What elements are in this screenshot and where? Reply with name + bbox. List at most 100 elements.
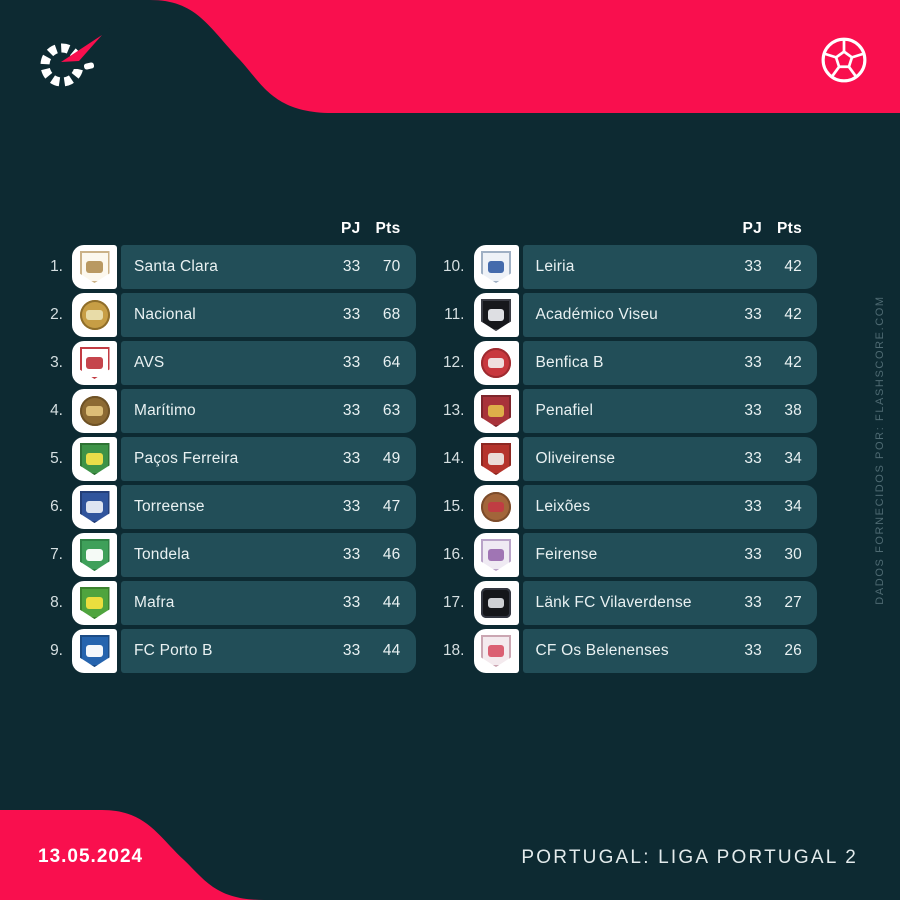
team-name: Leixões — [535, 498, 591, 515]
nacional-crest-icon — [79, 300, 110, 330]
date-label: 13.05.2024 — [38, 846, 144, 867]
team-name: Tondela — [134, 546, 190, 563]
data-provider-credit: DADOS FORNECIDOS POR: FLASHSCORE.COM — [874, 295, 886, 605]
team-pill: FC Porto B 33 44 — [121, 629, 416, 673]
position-label: 3. — [50, 354, 63, 371]
points: 34 — [784, 498, 802, 515]
bottom-banner-pink — [0, 810, 264, 900]
table-row: 17. Länk FC Vilaverdense 33 27 — [430, 581, 817, 625]
crest-badge — [72, 341, 117, 385]
points: 38 — [784, 402, 802, 419]
points: 63 — [382, 402, 401, 419]
mar-timo-crest-icon — [79, 396, 110, 426]
crest-badge — [72, 293, 117, 337]
points: 68 — [382, 306, 401, 323]
table-row: 11. Académico Viseu 33 42 — [430, 293, 817, 337]
position-label: 18. — [442, 642, 465, 659]
games-played: 33 — [744, 354, 762, 371]
column-header: PJ Pts — [430, 212, 818, 238]
table-row: 12. Benfica B 33 42 — [430, 341, 817, 385]
games-played: 33 — [342, 546, 361, 563]
table-row: 1. Santa Clara 33 70 — [28, 245, 416, 289]
team-pill: Torreense 33 47 — [121, 485, 416, 529]
team-pill: Nacional 33 68 — [121, 293, 416, 337]
team-pill: Mafra 33 44 — [121, 581, 416, 625]
rows-right: 10. Leiria 33 42 11. Académico Viseu 33 … — [430, 245, 817, 673]
team-name: Santa Clara — [134, 258, 219, 275]
games-played: 33 — [744, 498, 762, 515]
table-row: 15. Leixões 33 34 — [430, 485, 817, 529]
position-label: 10. — [442, 258, 465, 275]
games-played: 33 — [744, 258, 762, 275]
team-pill: Paços Ferreira 33 49 — [121, 437, 416, 481]
games-played: 33 — [342, 642, 361, 659]
flashscore-logo-icon — [40, 28, 110, 87]
games-played: 33 — [744, 306, 762, 323]
crest-badge — [473, 629, 519, 673]
team-name: Mafra — [134, 594, 175, 611]
games-played: 33 — [744, 642, 762, 659]
crest-badge — [473, 533, 519, 577]
top-banner — [0, 0, 900, 113]
position-label: 13. — [442, 402, 465, 419]
position-label: 2. — [50, 306, 63, 323]
team-pill: Benfica B 33 42 — [522, 341, 817, 385]
crest-badge — [473, 581, 519, 625]
crest-badge — [72, 581, 117, 625]
team-name: Penafiel — [535, 402, 594, 419]
points: 47 — [382, 498, 401, 515]
table-row: 5. Paços Ferreira 33 49 — [28, 437, 416, 481]
position-label: 11. — [444, 306, 465, 323]
games-played: 33 — [744, 594, 762, 611]
team-name: FC Porto B — [134, 642, 213, 659]
team-name: Oliveirense — [535, 450, 616, 467]
games-played: 33 — [744, 450, 762, 467]
position-label: 7. — [50, 546, 63, 563]
top-banner-curve — [0, 0, 332, 113]
team-pill: Leixões 33 34 — [522, 485, 817, 529]
team-pill: Académico Viseu 33 42 — [522, 293, 817, 337]
games-played: 33 — [342, 498, 361, 515]
points: 27 — [784, 594, 802, 611]
table-row: 16. Feirense 33 30 — [430, 533, 817, 577]
crest-badge — [72, 485, 117, 529]
points: 42 — [784, 354, 802, 371]
header-pts: Pts — [776, 220, 802, 237]
header-pts: Pts — [375, 220, 401, 237]
team-name: Leiria — [535, 258, 575, 275]
table-row: 3. AVS 33 64 — [28, 341, 416, 385]
table-row: 9. FC Porto B 33 44 — [28, 629, 416, 673]
team-name: Paços Ferreira — [134, 450, 239, 467]
position-label: 1. — [50, 258, 63, 275]
crest-badge — [72, 389, 117, 433]
team-name: CF Os Belenenses — [535, 642, 669, 659]
oliveirense-crest-icon — [481, 443, 511, 475]
games-played: 33 — [342, 450, 361, 467]
acad-mico-viseu-crest-icon — [481, 299, 511, 331]
team-pill: Feirense 33 30 — [522, 533, 817, 577]
tondela-crest-icon — [79, 539, 110, 571]
team-pill: Santa Clara 33 70 — [121, 245, 416, 289]
position-label: 6. — [50, 498, 63, 515]
points: 49 — [382, 450, 401, 467]
table-row: 4. Marítimo 33 63 — [28, 389, 416, 433]
team-name: Länk FC Vilaverdense — [535, 594, 692, 611]
avs-crest-icon — [79, 347, 110, 379]
crest-badge — [473, 485, 519, 529]
points: 42 — [784, 258, 802, 275]
games-played: 33 — [744, 546, 762, 563]
fc-porto-b-crest-icon — [79, 635, 110, 667]
crest-badge — [72, 533, 117, 577]
leix-es-crest-icon — [481, 492, 511, 522]
points: 70 — [382, 258, 401, 275]
position-label: 16. — [442, 546, 465, 563]
table-row: 2. Nacional 33 68 — [28, 293, 416, 337]
feirense-crest-icon — [481, 539, 511, 571]
table-row: 14. Oliveirense 33 34 — [430, 437, 817, 481]
team-pill: AVS 33 64 — [121, 341, 416, 385]
games-played: 33 — [342, 594, 361, 611]
benfica-b-crest-icon — [481, 348, 511, 378]
standings-column-right: PJ Pts 10. Leiria 33 42 11. Académico Vi… — [430, 212, 818, 677]
table-row: 8. Mafra 33 44 — [28, 581, 416, 625]
